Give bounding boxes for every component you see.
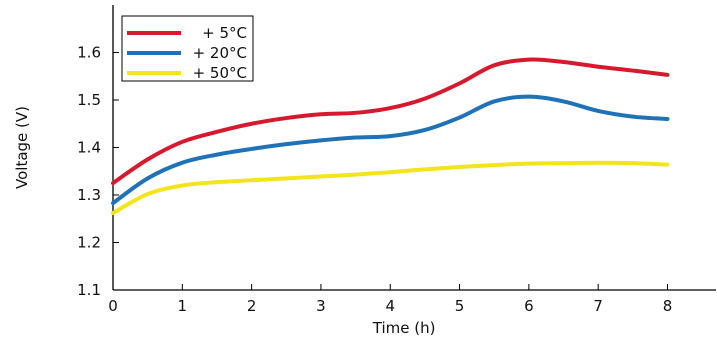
legend-label-2: + 50°C [193,64,247,82]
x-axis-title: Time (h) [372,319,436,337]
x-tick-label: 2 [247,297,257,315]
x-tick-label: 8 [663,297,673,315]
y-tick-label: 1.4 [77,139,101,157]
series-layer [111,57,670,216]
axes: 0 1 2 3 4 5 6 7 8 1.1 1.2 1.3 1.4 1.5 1.6 [77,5,716,315]
y-tick-label: 1.5 [77,91,101,109]
series-line-1 [111,94,670,206]
x-tick-label: 4 [385,297,395,315]
y-tick-label: 1.2 [77,234,101,252]
x-ticks: 0 1 2 3 4 5 6 7 8 [108,284,672,315]
x-tick-label: 6 [524,297,534,315]
x-tick-label: 1 [178,297,188,315]
x-tick-label: 0 [108,297,118,315]
series-line-0 [111,57,670,186]
y-ticks: 1.1 1.2 1.3 1.4 1.5 1.6 [77,44,119,299]
legend: + 5°C + 20°C + 50°C [121,15,254,82]
x-tick-label: 7 [593,297,603,315]
x-tick-label: 3 [316,297,326,315]
legend-label-1: + 20°C [193,44,247,62]
legend-box [121,15,254,82]
legend-label-0: + 5°C [202,24,247,42]
series-line-2 [111,160,670,216]
x-tick-label: 5 [455,297,465,315]
y-tick-label: 1.6 [77,44,101,62]
y-tick-label: 1.1 [77,281,101,299]
y-axis-title: Voltage (V) [13,106,31,189]
y-tick-label: 1.3 [77,186,101,204]
legend-items: + 5°C + 20°C + 50°C [127,24,247,82]
